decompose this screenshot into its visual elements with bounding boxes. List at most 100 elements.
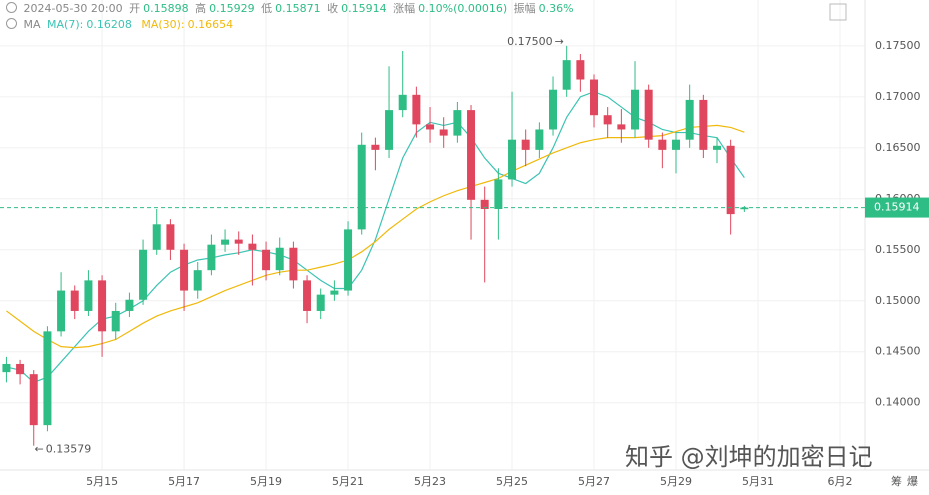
candle-body (508, 139, 517, 180)
header: 2024-05-30 20:00 开 0.15898 高 0.15929 低 0.15… (6, 1, 577, 33)
candle-body (357, 144, 366, 230)
y-tick-label: 0.15000 (875, 294, 921, 307)
last-price-label: 0.15914 (874, 201, 920, 214)
ohlc-row: 2024-05-30 20:00 开 0.15898 高 0.15929 低 0.15… (6, 1, 577, 17)
ma-row: MA MA(7): 0.16208 MA(30): 0.16654 (6, 17, 577, 33)
x-tick-label: 5月17 (168, 475, 200, 488)
y-tick-label: 0.14000 (875, 396, 921, 409)
candle-body (385, 110, 394, 150)
candle-body (262, 249, 271, 271)
annotation-arrow: → (555, 35, 564, 48)
candle-body (152, 224, 161, 250)
candle-body (398, 94, 407, 111)
x-tick-label: 5月21 (332, 475, 364, 488)
low-value: 0.15871 (275, 2, 321, 15)
amplitude-value: 0.36% (538, 2, 574, 15)
candle-body (57, 290, 66, 332)
candle-body (672, 139, 681, 150)
candle-body (84, 280, 93, 311)
x-tick-label: 5月23 (414, 475, 446, 488)
candle-body (590, 79, 599, 116)
candle-body (193, 270, 202, 291)
candle-body (521, 139, 530, 150)
legend-entry: MA(7): 0.16208 (47, 18, 135, 31)
watermark: 知乎 @刘坤的加密日记 (625, 443, 873, 471)
ma-label: MA (23, 18, 41, 31)
candle-body (576, 60, 585, 80)
candle-body (412, 94, 421, 125)
y-tick-label: 0.15500 (875, 243, 921, 256)
candle-body (603, 115, 612, 125)
candle-body (180, 249, 189, 291)
x-tick-label: 5月25 (496, 475, 528, 488)
candle-body (330, 290, 339, 295)
candle-body (98, 280, 107, 332)
candle-body (207, 244, 216, 271)
candle-body (467, 110, 476, 200)
candle-body (439, 129, 448, 136)
x-tick-label: 5月27 (578, 475, 610, 488)
candle-body (139, 249, 148, 300)
corner-tab: 筹 (891, 474, 902, 488)
legend-value: 0.16208 (86, 18, 132, 31)
candle-body (70, 290, 79, 311)
close-label: 收 (327, 2, 339, 15)
candle-body (494, 179, 503, 210)
x-tick-label: 5月19 (250, 475, 282, 488)
open-label: 开 (129, 2, 141, 15)
candle-body (617, 124, 626, 130)
candle-body (234, 239, 243, 244)
x-tick-label: 6月2 (827, 475, 852, 488)
candle-body (658, 139, 667, 150)
close-value: 0.15914 (341, 2, 387, 15)
annotation-arrow: ← (35, 443, 44, 456)
legend-value: 0.16654 (187, 18, 234, 31)
collapse-icon[interactable] (6, 2, 17, 13)
candle-body (426, 124, 435, 130)
y-tick-label: 0.17000 (875, 90, 921, 103)
candle-body (29, 374, 38, 426)
candle-body (344, 229, 353, 291)
amplitude-label: 振幅 (513, 2, 536, 15)
annotation-label: 0.13579 (46, 443, 92, 456)
x-tick-label: 5月15 (86, 475, 118, 488)
candle-body (562, 60, 571, 90)
candle-body (248, 243, 257, 250)
candle-body (221, 239, 230, 245)
candle-body (631, 89, 640, 130)
y-tick-label: 0.16500 (875, 141, 921, 154)
legend-label: MA(30): (141, 18, 185, 31)
legend-label: MA(7): (47, 18, 84, 31)
x-tick-label: 5月29 (660, 475, 692, 488)
last-price-tag (865, 197, 929, 218)
collapse-icon[interactable] (6, 18, 17, 29)
x-tick-label: 5月31 (742, 475, 774, 488)
candle-body (699, 99, 708, 150)
annotation-label: 0.17500 (507, 35, 553, 48)
candle-body (685, 99, 694, 140)
candle-body (644, 89, 653, 140)
candle-body (371, 144, 380, 150)
y-tick-label: 0.14500 (875, 345, 921, 358)
candle-body (289, 247, 298, 281)
change-value: 0.10%(0.00016) (418, 2, 508, 15)
candle-body (16, 363, 25, 375)
legend-entry: MA(30): 0.16654 (141, 18, 236, 31)
candle-body (316, 294, 325, 311)
corner-tab: 爆 (907, 474, 918, 488)
change-label: 涨幅 (393, 2, 416, 15)
candle-body (453, 110, 462, 136)
candle-body (549, 89, 558, 130)
candle-body (713, 145, 722, 150)
open-value: 0.15898 (143, 2, 189, 15)
candle-body (740, 207, 749, 210)
candle-body (2, 363, 11, 373)
candle-body (125, 299, 134, 311)
candle-body (303, 280, 312, 311)
y-tick-label: 0.17500 (875, 39, 921, 52)
fullscreen-icon[interactable] (829, 3, 847, 21)
candle-body (111, 310, 120, 332)
candle-body (535, 129, 544, 150)
